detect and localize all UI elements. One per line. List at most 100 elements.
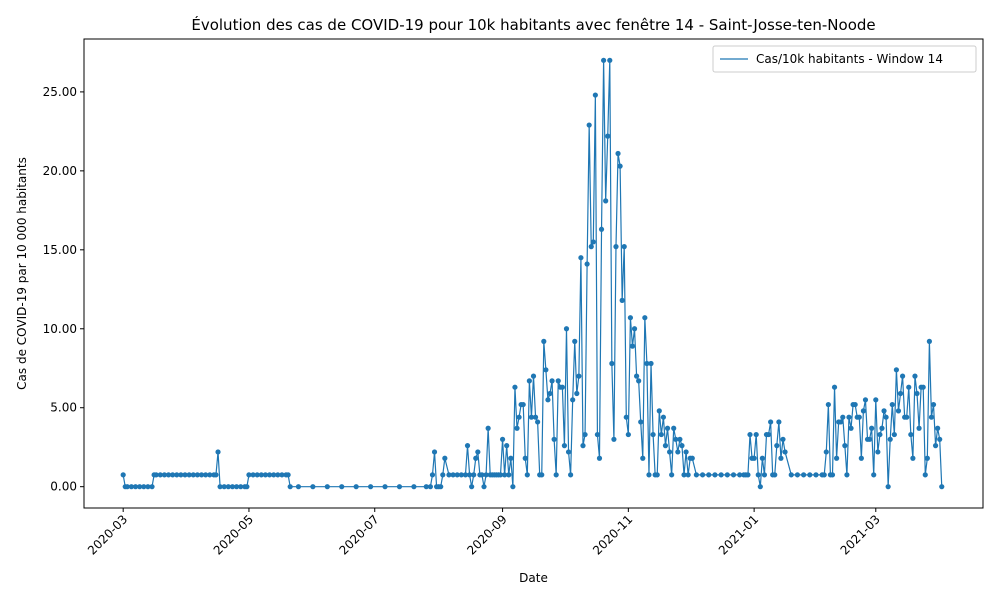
- data-point: [879, 425, 885, 431]
- data-point: [580, 443, 586, 449]
- data-point: [724, 472, 730, 478]
- data-point: [699, 472, 706, 478]
- data-point: [778, 455, 784, 461]
- data-point: [873, 397, 879, 403]
- data-point: [572, 338, 578, 344]
- data-point: [611, 436, 617, 442]
- data-point: [161, 472, 168, 478]
- legend-label: Cas/10k habitants - Window 14: [756, 52, 943, 66]
- data-point: [549, 378, 555, 384]
- data-point: [939, 484, 945, 490]
- data-point: [275, 472, 281, 478]
- data-point: [930, 401, 937, 408]
- data-point: [780, 436, 786, 442]
- data-point: [625, 431, 631, 438]
- data-point: [446, 472, 452, 478]
- data-point: [555, 378, 561, 384]
- data-point: [821, 472, 827, 478]
- data-point: [891, 431, 897, 438]
- data-point: [813, 472, 819, 478]
- data-point: [194, 472, 201, 478]
- data-point: [124, 484, 130, 490]
- chart-title: Évolution des cas de COVID-19 pour 10k h…: [191, 15, 875, 34]
- data-point: [324, 484, 330, 490]
- data-point: [609, 360, 615, 367]
- data-point: [916, 425, 922, 431]
- data-point: [353, 484, 359, 490]
- data-point: [654, 472, 660, 478]
- data-point: [910, 455, 916, 461]
- data-point: [137, 484, 143, 490]
- data-point: [899, 373, 906, 379]
- y-tick-label: 15.00: [43, 243, 77, 257]
- data-point: [860, 408, 867, 414]
- data-point: [852, 401, 858, 408]
- data-point: [683, 449, 689, 455]
- data-point: [258, 472, 264, 478]
- data-point: [712, 472, 718, 478]
- plot-frame: [83, 38, 984, 509]
- data-point: [922, 472, 928, 478]
- data-point: [215, 449, 221, 455]
- data-point: [543, 367, 549, 373]
- data-point: [576, 373, 582, 379]
- data-point: [675, 449, 681, 455]
- data-point: [858, 455, 864, 461]
- data-point: [516, 414, 522, 420]
- data-point: [520, 401, 526, 408]
- data-point: [908, 431, 914, 438]
- data-point: [662, 443, 669, 449]
- data-point: [753, 431, 759, 438]
- legend-box: [712, 45, 977, 73]
- data-point: [596, 455, 603, 461]
- data-point: [644, 360, 650, 367]
- data-point: [481, 484, 487, 490]
- data-point: [238, 484, 244, 490]
- data-point: [679, 443, 685, 449]
- data-point: [427, 484, 433, 490]
- data-point: [871, 472, 877, 478]
- data-point: [693, 472, 699, 478]
- data-point: [565, 449, 572, 455]
- data-point: [834, 455, 840, 461]
- x-tick-label: 2020-07: [336, 512, 381, 557]
- data-point: [442, 455, 448, 461]
- data-point: [541, 338, 547, 344]
- data-point: [666, 449, 673, 455]
- data-point: [466, 472, 473, 478]
- data-point: [190, 472, 196, 478]
- data-point: [170, 472, 176, 478]
- data-point: [838, 419, 844, 425]
- data-point: [588, 244, 594, 250]
- data-point: [547, 390, 553, 397]
- data-point: [650, 431, 656, 438]
- data-point: [768, 419, 774, 425]
- data-point: [499, 436, 506, 442]
- data-point: [450, 472, 456, 478]
- data-point: [638, 419, 644, 425]
- data-point: [530, 373, 537, 379]
- data-point: [772, 472, 778, 478]
- data-point: [883, 414, 889, 420]
- data-point: [553, 472, 559, 478]
- data-point: [271, 472, 277, 478]
- data-point: [510, 484, 516, 490]
- data-point: [932, 443, 939, 449]
- data-point: [656, 408, 662, 414]
- data-point: [776, 419, 782, 425]
- data-point: [586, 122, 592, 128]
- data-point: [262, 472, 269, 478]
- data-point: [636, 378, 642, 384]
- data-point: [765, 431, 772, 438]
- data-point: [563, 326, 570, 332]
- data-point: [887, 436, 893, 442]
- data-point: [217, 484, 223, 490]
- data-point: [621, 244, 627, 250]
- data-point: [568, 472, 574, 478]
- data-point: [623, 414, 629, 420]
- data-point: [149, 484, 155, 490]
- data-point: [788, 472, 794, 478]
- x-tick-label: 2020-11: [590, 512, 635, 557]
- data-point: [619, 297, 625, 303]
- data-point: [506, 472, 512, 478]
